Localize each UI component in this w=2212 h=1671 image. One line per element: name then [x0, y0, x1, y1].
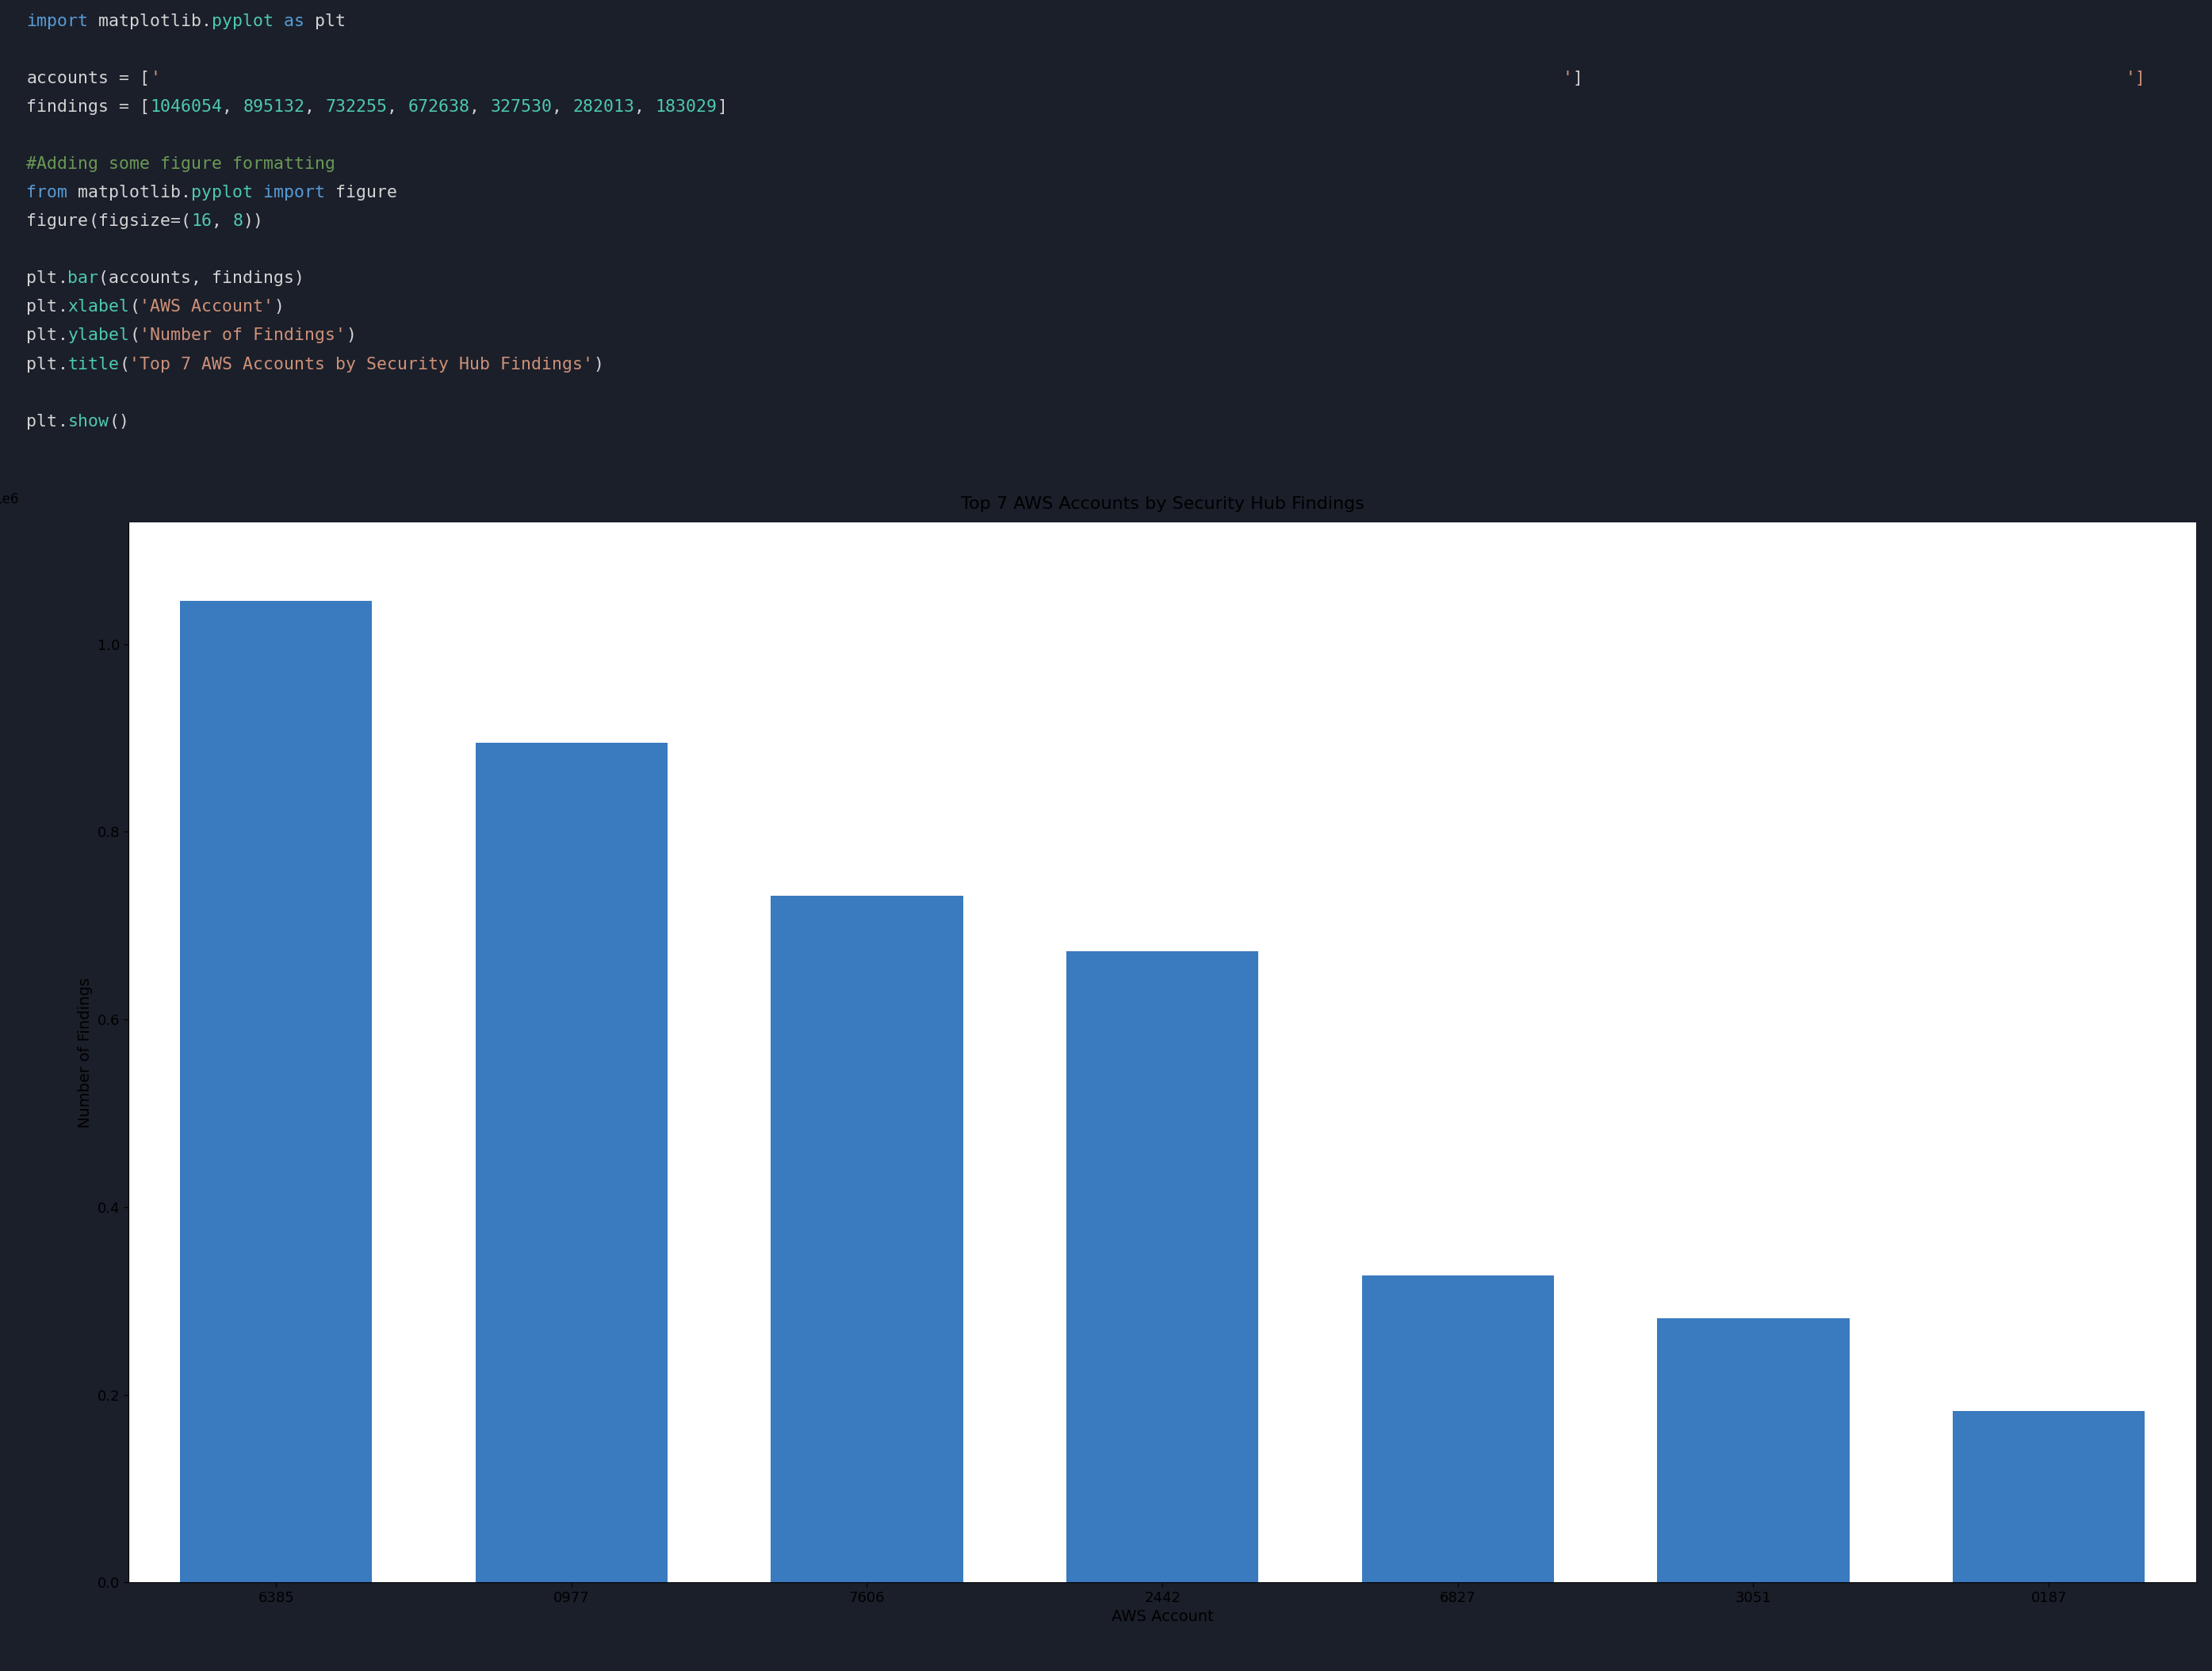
- Text: title: title: [69, 356, 119, 373]
- Text: ,: ,: [469, 99, 491, 115]
- Text: figure: figure: [27, 214, 88, 229]
- Text: .: .: [58, 299, 69, 316]
- Text: ,: ,: [305, 99, 325, 115]
- Text: 895132: 895132: [243, 99, 305, 115]
- Text: (: (: [131, 299, 139, 316]
- Text: (: (: [119, 356, 131, 373]
- Text: xlabel: xlabel: [69, 299, 131, 316]
- Text: 732255: 732255: [325, 99, 387, 115]
- Text: plt: plt: [27, 413, 58, 429]
- Text: show: show: [69, 413, 108, 429]
- Text: ': ': [150, 70, 161, 87]
- Text: (accounts, findings): (accounts, findings): [100, 271, 305, 286]
- Text: from: from: [27, 185, 69, 201]
- Text: = [: = [: [108, 70, 150, 87]
- Text: matplotlib.: matplotlib.: [88, 13, 212, 30]
- Text: 8: 8: [232, 214, 243, 229]
- Text: .: .: [58, 271, 69, 286]
- Text: plt: plt: [27, 299, 58, 316]
- Text: as: as: [274, 13, 305, 30]
- Text: matplotlib.: matplotlib.: [69, 185, 192, 201]
- Text: )): )): [243, 214, 263, 229]
- Text: .: .: [58, 413, 69, 429]
- Text: ,: ,: [387, 99, 407, 115]
- Text: plt: plt: [27, 328, 58, 344]
- Title: Top 7 AWS Accounts by Security Hub Findings: Top 7 AWS Accounts by Security Hub Findi…: [960, 496, 1365, 513]
- Text: 'Number of Findings': 'Number of Findings': [139, 328, 345, 344]
- Text: plt: plt: [27, 271, 58, 286]
- Text: 672638: 672638: [407, 99, 469, 115]
- Text: 183029: 183029: [655, 99, 717, 115]
- Text: plt: plt: [305, 13, 345, 30]
- Text: ']: ']: [2126, 70, 2146, 87]
- Text: accounts: accounts: [27, 70, 108, 87]
- Bar: [179, 602, 372, 1582]
- Text: ylabel: ylabel: [69, 328, 131, 344]
- Text: ): ): [345, 328, 356, 344]
- Bar: [1363, 1275, 1553, 1582]
- Text: ': ': [1562, 70, 1573, 87]
- Text: 'AWS Account': 'AWS Account': [139, 299, 274, 316]
- Text: ,: ,: [223, 99, 243, 115]
- Text: 1e6: 1e6: [0, 493, 18, 506]
- Bar: [1066, 951, 1259, 1582]
- Text: bar: bar: [69, 271, 100, 286]
- Text: #Adding some figure formatting: #Adding some figure formatting: [27, 157, 336, 172]
- Bar: [772, 896, 962, 1582]
- Text: ,: ,: [635, 99, 655, 115]
- Text: 'Top 7 AWS Accounts by Security Hub Findings': 'Top 7 AWS Accounts by Security Hub Find…: [131, 356, 593, 373]
- Text: ,: ,: [212, 214, 232, 229]
- Text: (): (): [108, 413, 131, 429]
- Text: ,: ,: [553, 99, 573, 115]
- Text: 16: 16: [192, 214, 212, 229]
- Text: .: .: [58, 356, 69, 373]
- Text: figure: figure: [325, 185, 398, 201]
- Text: ): ): [274, 299, 283, 316]
- Text: pyplot: pyplot: [192, 185, 254, 201]
- Text: (figsize=(: (figsize=(: [88, 214, 192, 229]
- Text: pyplot: pyplot: [212, 13, 274, 30]
- Bar: [476, 742, 668, 1582]
- Text: ]: ]: [1573, 70, 1584, 87]
- Text: = [: = [: [108, 99, 150, 115]
- Y-axis label: Number of Findings: Number of Findings: [77, 978, 93, 1128]
- Text: .: .: [58, 328, 69, 344]
- Text: 327530: 327530: [491, 99, 553, 115]
- Text: (: (: [131, 328, 139, 344]
- Text: findings: findings: [27, 99, 108, 115]
- Text: 282013: 282013: [573, 99, 635, 115]
- Text: ]: ]: [717, 99, 728, 115]
- Text: import: import: [27, 13, 88, 30]
- X-axis label: AWS Account: AWS Account: [1110, 1609, 1214, 1624]
- Text: plt: plt: [27, 356, 58, 373]
- Bar: [1953, 1410, 2146, 1582]
- Bar: [1657, 1318, 1849, 1582]
- Text: 1046054: 1046054: [150, 99, 223, 115]
- Text: import: import: [254, 185, 325, 201]
- Text: ): ): [593, 356, 604, 373]
